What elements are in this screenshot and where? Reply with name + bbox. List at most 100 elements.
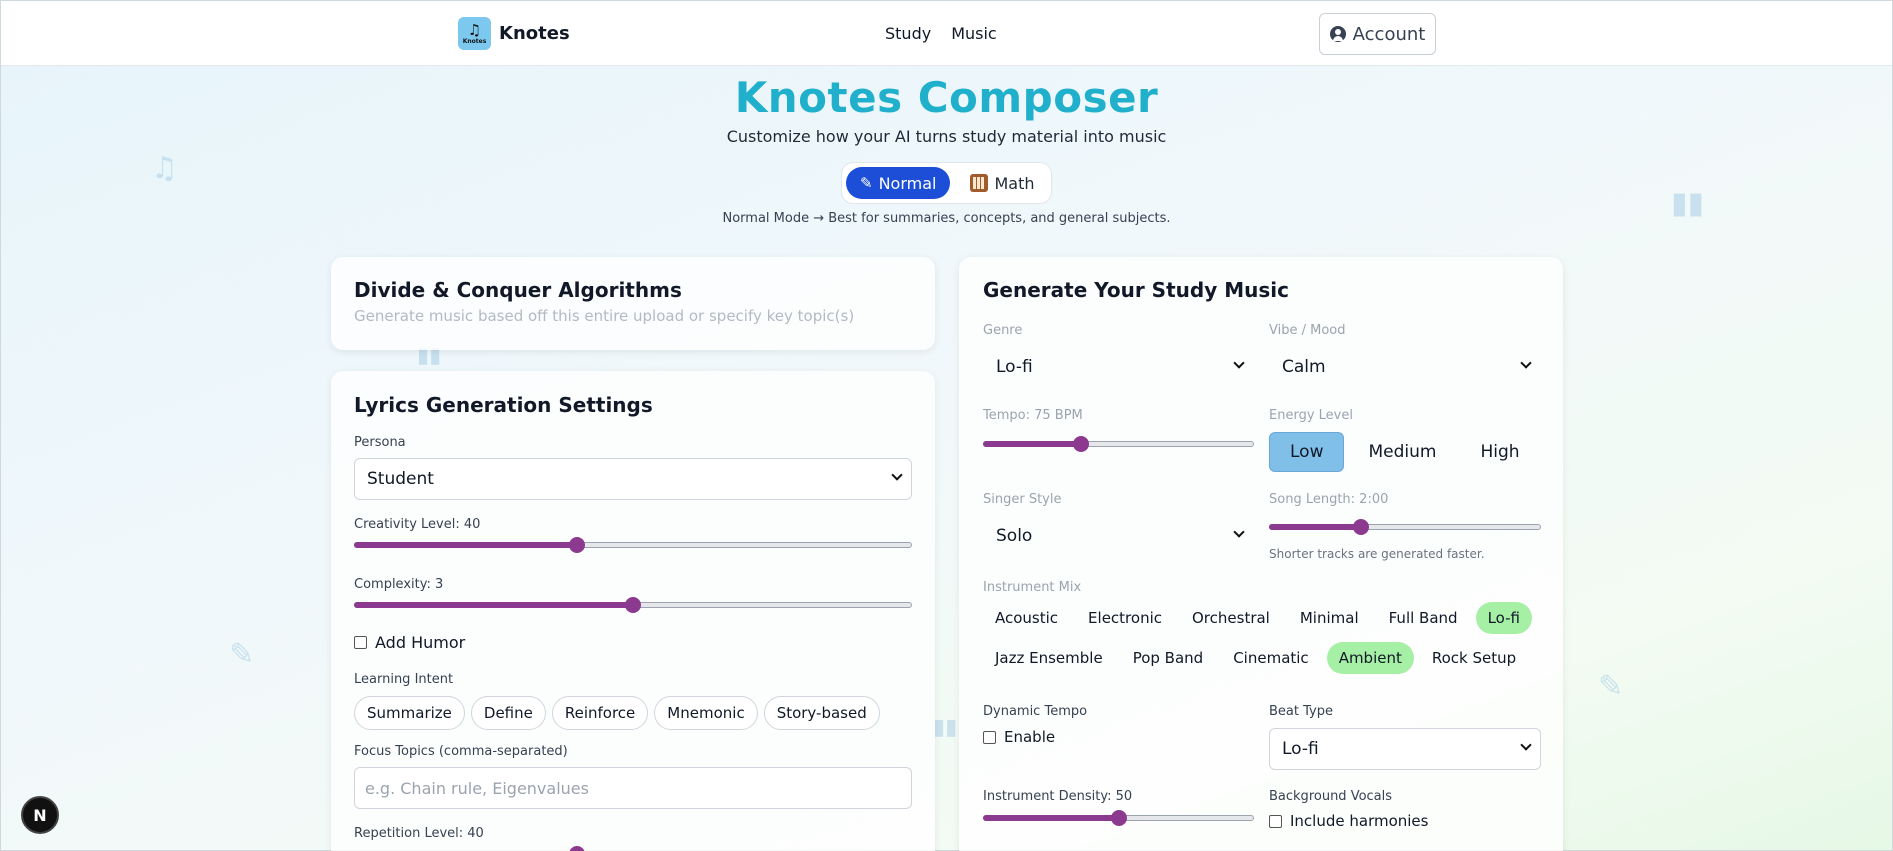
nextjs-dev-badge[interactable]: N	[21, 796, 59, 834]
genre-select[interactable]: Lo-fi	[983, 346, 1254, 388]
intent-summarize[interactable]: Summarize	[354, 696, 465, 730]
instrument-minimal[interactable]: Minimal	[1299, 609, 1359, 627]
creativity-slider[interactable]	[354, 536, 912, 554]
energy-medium-button[interactable]: Medium	[1368, 442, 1437, 462]
tempo-slider[interactable]	[983, 435, 1254, 453]
complexity-label: Complexity: 3	[354, 577, 444, 592]
music-settings-card: Generate Your Study Music Genre Lo-fi Vi…	[959, 257, 1563, 851]
sparkle-icon: ✎	[860, 174, 873, 192]
instrument-mix-row-2: Jazz Ensemble Pop Band Cinematic Ambient…	[983, 642, 1528, 674]
mode-toggle: ✎ Normal Math	[841, 162, 1052, 204]
mode-description: Normal Mode → Best for summaries, concep…	[722, 211, 1171, 226]
energy-high-button[interactable]: High	[1480, 442, 1520, 462]
intent-reinforce[interactable]: Reinforce	[551, 696, 649, 730]
top-navbar: ♫ Knotes Knotes Study Music Account	[1, 1, 1892, 66]
complexity-slider[interactable]	[354, 596, 912, 614]
chevron-down-icon	[1520, 357, 1532, 369]
book-decoration-icon: ▮▮	[933, 715, 958, 740]
book-decoration-icon: ▮▮	[1671, 186, 1705, 221]
slider-thumb[interactable]	[569, 537, 586, 553]
chevron-down-icon	[891, 469, 903, 481]
energy-label: Energy Level	[1269, 408, 1353, 423]
lyrics-settings-card: Lyrics Generation Settings Persona Stude…	[331, 371, 935, 851]
pen-decoration-icon: ✎	[1598, 669, 1624, 704]
instrument-cinematic[interactable]: Cinematic	[1233, 649, 1309, 667]
mode-math-button[interactable]: Math	[956, 167, 1048, 199]
intent-define[interactable]: Define	[470, 696, 546, 730]
music-note-logo-icon: ♫ Knotes	[458, 17, 491, 50]
chevron-down-icon	[1520, 739, 1532, 751]
energy-level-group: Low Medium High	[1269, 432, 1540, 472]
account-label: Account	[1352, 23, 1426, 45]
beat-type-label: Beat Type	[1269, 704, 1333, 719]
singer-style-select[interactable]: Solo	[983, 515, 1254, 557]
pen-decoration-icon: ✎	[229, 637, 255, 672]
instrument-rock-setup[interactable]: Rock Setup	[1431, 649, 1517, 667]
instrument-density-label: Instrument Density: 50	[983, 789, 1133, 804]
chevron-down-icon	[1233, 357, 1245, 369]
include-harmonies-checkbox[interactable]: Include harmonies	[1269, 812, 1428, 830]
creativity-label: Creativity Level: 40	[354, 517, 481, 532]
instrument-orchestral[interactable]: Orchestral	[1192, 609, 1270, 627]
instrument-full-band[interactable]: Full Band	[1388, 609, 1458, 627]
focus-topics-label: Focus Topics (comma-separated)	[354, 744, 568, 759]
beat-type-select[interactable]: Lo-fi	[1269, 728, 1541, 770]
dynamic-tempo-checkbox[interactable]: Enable	[983, 728, 1055, 746]
intent-story-based[interactable]: Story-based	[763, 696, 880, 730]
slider-thumb[interactable]	[569, 846, 586, 851]
persona-label: Persona	[354, 435, 406, 450]
slider-fill	[354, 542, 578, 548]
topic-card: Divide & Conquer Algorithms Generate mus…	[331, 257, 935, 350]
page-subtitle: Customize how your AI turns study materi…	[726, 127, 1167, 146]
music-note-decoration-icon: ♫	[151, 151, 178, 186]
main-nav: Study Music	[885, 24, 997, 43]
persona-select[interactable]: Student	[354, 458, 912, 500]
dynamic-tempo-label: Dynamic Tempo	[983, 704, 1088, 719]
instrument-ambient[interactable]: Ambient	[1326, 642, 1414, 674]
genre-label: Genre	[983, 323, 1023, 338]
learning-intent-chips: Summarize Define Reinforce Mnemonic Stor…	[354, 696, 880, 730]
intent-mnemonic[interactable]: Mnemonic	[654, 696, 758, 730]
instrument-pop-band[interactable]: Pop Band	[1132, 649, 1204, 667]
slider-fill	[1269, 524, 1362, 530]
singer-style-label: Singer Style	[983, 492, 1062, 507]
topic-input[interactable]: Generate music based off this entire upl…	[354, 307, 855, 325]
learning-intent-label: Learning Intent	[354, 672, 454, 687]
slider-thumb[interactable]	[1353, 519, 1370, 535]
background-vocals-label: Background Vocals	[1269, 789, 1393, 804]
page-title: Knotes Composer	[734, 73, 1159, 122]
instrument-jazz-ensemble[interactable]: Jazz Ensemble	[995, 649, 1103, 667]
nav-study[interactable]: Study	[885, 24, 932, 43]
vibe-label: Vibe / Mood	[1269, 323, 1346, 338]
user-circle-icon	[1329, 26, 1346, 42]
slider-fill	[983, 815, 1119, 821]
account-button[interactable]: Account	[1319, 13, 1436, 55]
instrument-electronic[interactable]: Electronic	[1088, 609, 1162, 627]
instrument-acoustic[interactable]: Acoustic	[995, 609, 1059, 627]
brand-name: Knotes	[499, 23, 570, 44]
nav-music[interactable]: Music	[951, 24, 997, 43]
vibe-select[interactable]: Calm	[1269, 346, 1541, 388]
chevron-down-icon	[1233, 526, 1245, 538]
instrument-density-slider[interactable]	[983, 809, 1254, 827]
energy-low-button[interactable]: Low	[1269, 432, 1345, 472]
repetition-slider[interactable]	[354, 845, 912, 851]
add-humor-checkbox[interactable]: Add Humor	[354, 633, 465, 652]
instrument-lofi[interactable]: Lo-fi	[1475, 602, 1532, 634]
song-length-slider[interactable]	[1269, 518, 1541, 536]
mode-normal-button[interactable]: ✎ Normal	[846, 167, 951, 199]
abacus-icon	[970, 174, 989, 192]
instrument-mix-label: Instrument Mix	[983, 580, 1082, 595]
lyrics-settings-title: Lyrics Generation Settings	[354, 393, 653, 417]
slider-thumb[interactable]	[1110, 810, 1127, 826]
topic-title: Divide & Conquer Algorithms	[354, 278, 682, 302]
tempo-label: Tempo: 75 BPM	[983, 408, 1083, 423]
focus-topics-input[interactable]: e.g. Chain rule, Eigenvalues	[354, 767, 912, 809]
instrument-mix-row-1: Acoustic Electronic Orchestral Minimal F…	[983, 602, 1532, 634]
slider-fill	[983, 441, 1081, 447]
brand[interactable]: ♫ Knotes Knotes	[458, 17, 570, 50]
slider-thumb[interactable]	[1072, 436, 1089, 452]
slider-fill	[354, 602, 633, 608]
slider-thumb[interactable]	[625, 597, 641, 613]
repetition-label: Repetition Level: 40	[354, 826, 484, 841]
